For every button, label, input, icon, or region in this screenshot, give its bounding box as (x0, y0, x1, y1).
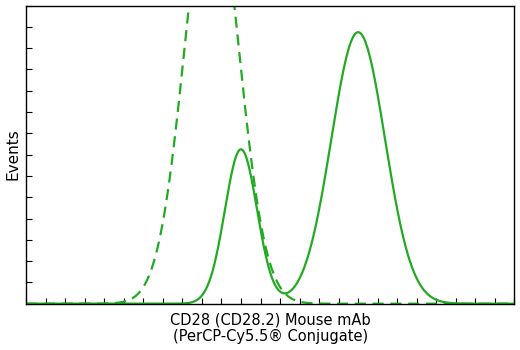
X-axis label: CD28 (CD28.2) Mouse mAb
(PerCP-Cy5.5® Conjugate): CD28 (CD28.2) Mouse mAb (PerCP-Cy5.5® Co… (170, 312, 371, 344)
Y-axis label: Events: Events (6, 129, 21, 181)
